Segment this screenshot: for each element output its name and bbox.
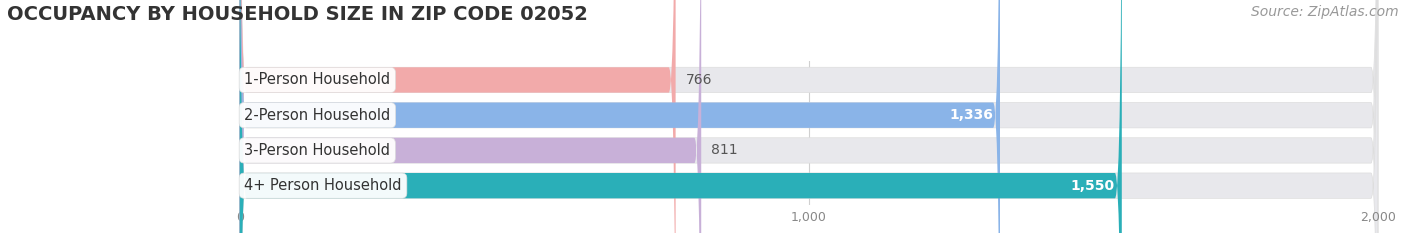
FancyBboxPatch shape (239, 0, 1378, 233)
Text: 4+ Person Household: 4+ Person Household (245, 178, 402, 193)
Text: 1,550: 1,550 (1071, 179, 1115, 193)
FancyBboxPatch shape (239, 0, 676, 233)
Text: 1,336: 1,336 (949, 108, 993, 122)
FancyBboxPatch shape (239, 0, 1378, 233)
Text: Source: ZipAtlas.com: Source: ZipAtlas.com (1251, 5, 1399, 19)
FancyBboxPatch shape (239, 0, 1000, 233)
Text: OCCUPANCY BY HOUSEHOLD SIZE IN ZIP CODE 02052: OCCUPANCY BY HOUSEHOLD SIZE IN ZIP CODE … (7, 5, 588, 24)
Text: 2-Person Household: 2-Person Household (245, 108, 391, 123)
FancyBboxPatch shape (239, 0, 702, 233)
FancyBboxPatch shape (239, 0, 1378, 233)
FancyBboxPatch shape (239, 0, 1378, 233)
Text: 3-Person Household: 3-Person Household (245, 143, 391, 158)
Text: 811: 811 (711, 144, 738, 158)
FancyBboxPatch shape (239, 0, 1122, 233)
Text: 766: 766 (686, 73, 713, 87)
Text: 1-Person Household: 1-Person Household (245, 72, 391, 87)
